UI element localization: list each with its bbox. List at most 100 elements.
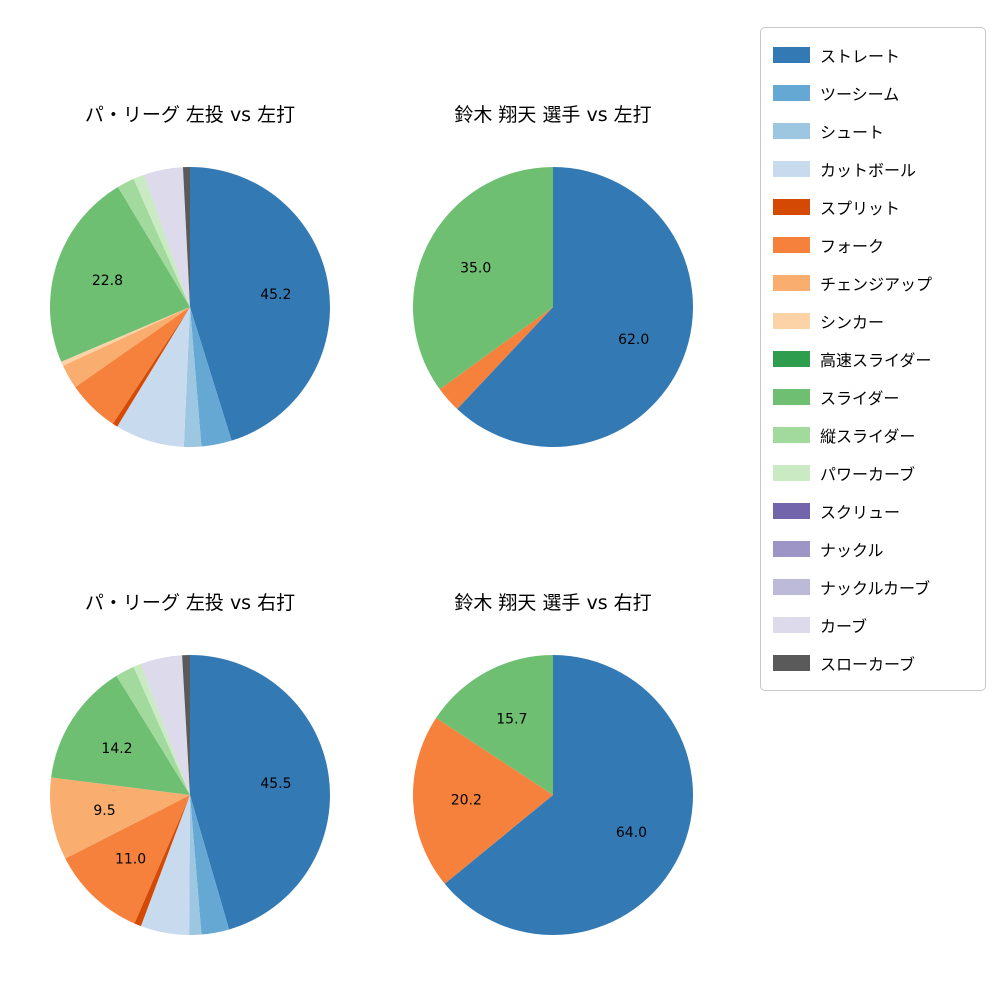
pie-slice-fork [75, 307, 190, 424]
legend-label: ツーシーム [820, 85, 900, 104]
legend-label: 高速スライダー [820, 351, 932, 370]
legend-item-two-seam: ツーシーム [773, 74, 973, 112]
chart-title: 鈴木 翔天 選手 vs 右打 [454, 592, 652, 614]
pie-slice-sinker [61, 307, 190, 366]
legend-swatch-knuckle-curve [773, 579, 810, 595]
legend-swatch-two-seam [773, 85, 810, 101]
pie-slice-straight [190, 655, 330, 930]
pie-slice-curve [140, 655, 190, 795]
legend-item-slow-curve: スローカーブ [773, 644, 973, 682]
legend-item-split: スプリット [773, 188, 973, 226]
pie-slice-slow-curve [182, 655, 190, 795]
legend-item-sinker: シンカー [773, 302, 973, 340]
slice-label: 45.2 [260, 287, 291, 303]
legend-swatch-curve [773, 617, 810, 633]
pie-svg: 62.0 35.0 [413, 167, 693, 447]
legend-item-power-curve: パワーカーブ [773, 454, 973, 492]
legend-label: 縦スライダー [820, 427, 916, 446]
pie-slice-vertical-slider [117, 178, 190, 307]
pie-slice-changeup [49, 777, 190, 859]
legend: ストレートツーシームシュートカットボール スプリットフォークチェンジアップ シンカー… [760, 27, 986, 691]
pie-chart-suzuki-vs-left: 鈴木 翔天 選手 vs 左打 62.0 35.0 [403, 100, 703, 457]
pie-slice-two-seam [190, 795, 230, 935]
legend-item-shuuto: シュート [773, 112, 973, 150]
pie-slice-fork [65, 795, 190, 924]
pie-chart-suzuki-vs-right: 鈴木 翔天 選手 vs 右打 64.0 20.2 15.7 [403, 588, 703, 945]
pie-slice-slider [413, 167, 553, 390]
pie-slice-power-curve [133, 174, 190, 307]
pie-svg: 45.2 22.8 [50, 167, 330, 447]
pie-slice-curve [144, 167, 190, 307]
pie-svg: 45.5 11.0 9.5 14.2 [49, 655, 330, 935]
pie-chart-pa-league-vs-left: パ・リーグ 左投 vs 左打 45.2 22.8 [40, 100, 340, 457]
pie-slice-fork [439, 307, 553, 410]
legend-swatch-sinker [773, 313, 810, 329]
legend-label: チェンジアップ [820, 275, 933, 294]
legend-swatch-slider [773, 389, 810, 405]
legend-item-fast-slider: 高速スライダー [773, 340, 973, 378]
legend-swatch-straight [773, 47, 810, 63]
legend-label: フォーク [820, 237, 885, 256]
legend-swatch-cut-ball [773, 161, 810, 177]
slice-label: 35.0 [460, 261, 491, 277]
slice-label: 64.0 [616, 825, 647, 841]
pie-slice-slider [51, 675, 190, 795]
pie-slice-straight [444, 655, 693, 935]
legend-label: スローカーブ [820, 655, 916, 674]
legend-swatch-fast-slider [773, 351, 810, 367]
legend-item-slider: スライダー [773, 378, 973, 416]
legend-label: カーブ [820, 617, 868, 636]
legend-label: ストレート [820, 47, 901, 66]
pie-slice-vertical-slider [116, 666, 190, 795]
slice-label: 45.5 [260, 776, 291, 792]
chart-title: パ・リーグ 左投 vs 左打 [84, 104, 296, 126]
legend-item-screw: スクリュー [773, 492, 973, 530]
legend-label: シュート [820, 123, 885, 142]
slice-label: 9.5 [93, 803, 115, 819]
slice-label: 20.2 [451, 793, 482, 809]
legend-item-knuckle: ナックル [773, 530, 973, 568]
chart-title: パ・リーグ 左投 vs 右打 [84, 592, 296, 614]
legend-swatch-screw [773, 503, 810, 519]
legend-swatch-slow-curve [773, 655, 810, 671]
legend-label: スライダー [820, 389, 900, 408]
legend-swatch-changeup [773, 275, 810, 291]
legend-label: スクリュー [820, 503, 901, 522]
slice-label: 62.0 [618, 332, 649, 348]
pie-slice-fork [413, 717, 553, 884]
legend-item-curve: カーブ [773, 606, 973, 644]
pie-slice-changeup [62, 307, 190, 388]
slice-label: 11.0 [115, 851, 146, 867]
legend-item-knuckle-curve: ナックルカーブ [773, 568, 973, 606]
slice-label: 14.2 [101, 741, 132, 757]
pie-slice-power-curve [133, 663, 190, 795]
pie-slice-cut-ball [140, 795, 190, 935]
slice-label: 15.7 [496, 712, 527, 728]
legend-label: ナックル [820, 541, 884, 560]
pie-slice-straight [190, 167, 330, 441]
legend-label: カットボール [820, 161, 917, 180]
legend-swatch-fork [773, 237, 810, 253]
pie-slice-shuuto [183, 307, 202, 447]
pie-slice-two-seam [190, 307, 232, 447]
pie-slice-shuuto [189, 795, 202, 935]
pie-slice-cut-ball [117, 307, 190, 447]
legend-label: スプリット [820, 199, 901, 218]
legend-item-cut-ball: カットボール [773, 150, 973, 188]
legend-item-changeup: チェンジアップ [773, 264, 973, 302]
legend-item-straight: ストレート [773, 36, 973, 74]
legend-swatch-power-curve [773, 465, 810, 481]
legend-label: ナックルカーブ [820, 579, 931, 598]
legend-swatch-knuckle [773, 541, 810, 557]
legend-item-vertical-slider: 縦スライダー [773, 416, 973, 454]
pie-slice-slow-curve [182, 167, 190, 307]
slice-label: 22.8 [92, 273, 123, 289]
pie-svg: 64.0 20.2 15.7 [413, 655, 693, 935]
pie-chart-pa-league-vs-right: パ・リーグ 左投 vs 右打 45.5 11.0 9.5 14.2 [40, 588, 340, 945]
pie-slice-split [134, 795, 190, 927]
pie-slice-slider [436, 655, 553, 795]
chart-title: 鈴木 翔天 選手 vs 左打 [454, 104, 652, 126]
legend-label: パワーカーブ [820, 465, 916, 484]
legend-label: シンカー [820, 313, 885, 332]
